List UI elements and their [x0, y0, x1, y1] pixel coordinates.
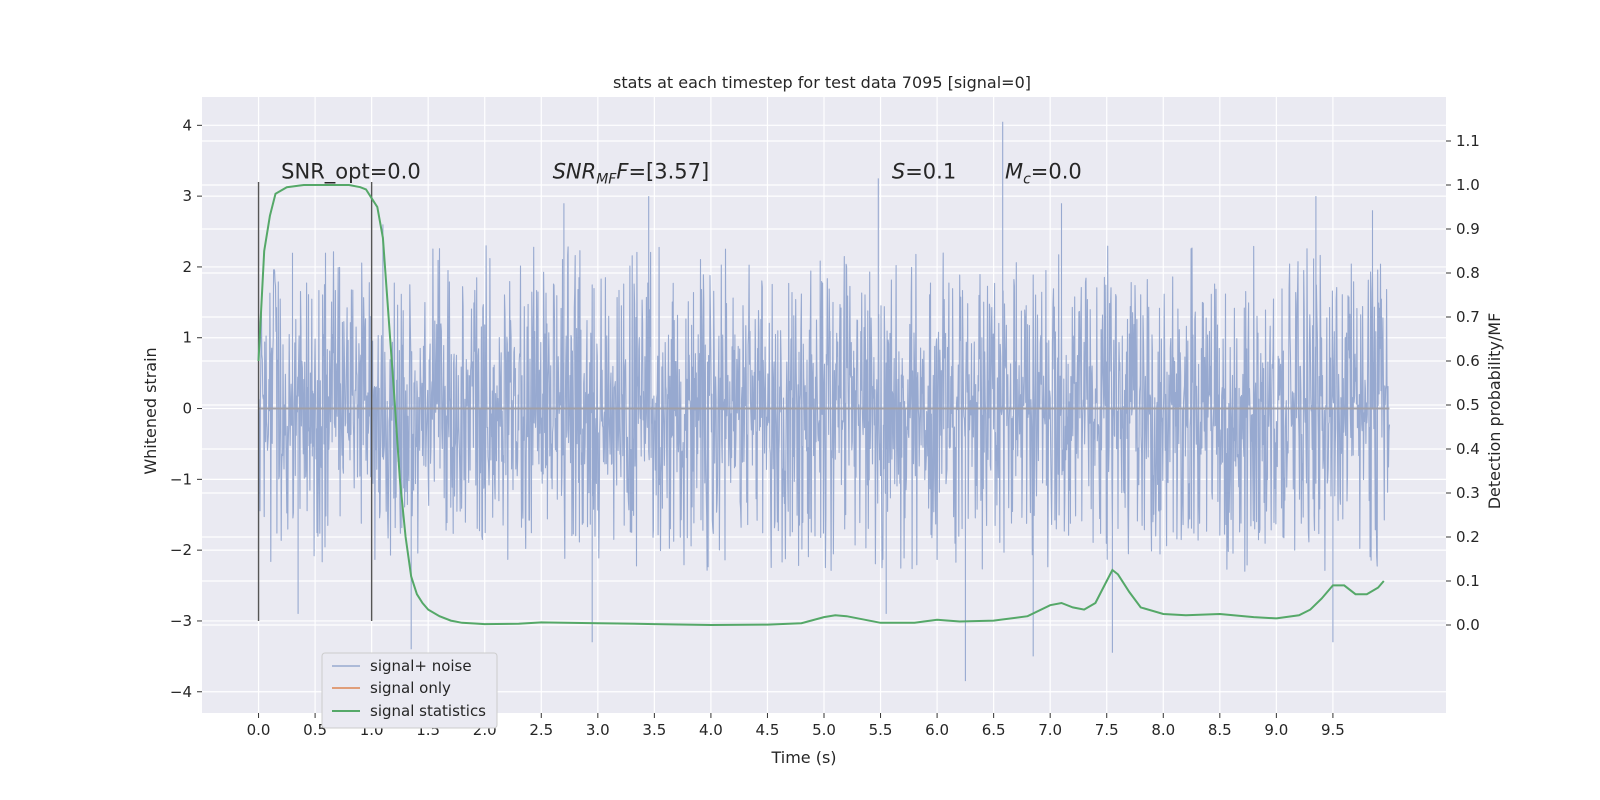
y-left-axis-label: Whitened strain — [141, 347, 160, 474]
y-right-tick-label: 0.8 — [1456, 264, 1480, 282]
x-tick-label: 5.0 — [812, 721, 836, 739]
x-tick-label: 9.5 — [1321, 721, 1345, 739]
x-tick-label: 0.5 — [303, 721, 327, 739]
x-tick-label: 9.0 — [1264, 721, 1288, 739]
y-left-tick-label: 2 — [182, 258, 192, 276]
annotation-text: SNR_opt=0.0 — [281, 159, 421, 184]
y-right-tick-label: 1.1 — [1456, 132, 1480, 150]
y-left-tick-label: 3 — [182, 187, 192, 205]
x-tick-label: 0.0 — [247, 721, 271, 739]
x-tick-label: 6.0 — [925, 721, 949, 739]
legend: signal+ noise signal only signal statist… — [321, 652, 498, 729]
annotation-text: SNRMFF=[3.57] — [553, 159, 710, 187]
x-tick-label: 8.0 — [1151, 721, 1175, 739]
legend-frame — [321, 652, 498, 729]
x-tick-label: 5.5 — [869, 721, 893, 739]
y-left-tick-label: 1 — [182, 329, 192, 347]
x-tick-label: 4.5 — [756, 721, 780, 739]
y-right-tick-label: 0.7 — [1456, 308, 1480, 326]
statistics-line — [257, 184, 1385, 627]
x-tick-label: 3.5 — [642, 721, 666, 739]
x-axis-ticks: 0.0 0.5 1.0 1.5 2.0 2.5 3.0 3.5 4.0 4.5 5.0 5.5 6.0 6… — [247, 713, 1345, 739]
statistics-series — [257, 184, 1385, 627]
y-right-tick-label: 0.5 — [1456, 396, 1480, 414]
y-right-axis-ticks: 1.1 1.0 0.9 0.8 0.7 0.6 0.5 0.4 0.3 0.2 0.1 0.0 — [1446, 132, 1480, 634]
y-left-tick-label: −2 — [170, 541, 192, 559]
y-right-tick-label: 0.4 — [1456, 440, 1480, 458]
y-left-tick-label: 4 — [182, 116, 192, 134]
y-right-tick-label: 0.0 — [1456, 616, 1480, 634]
annotation-text: S=0.1 — [892, 159, 956, 183]
noise-trace — [257, 121, 1391, 682]
legend-label-signal-noise: signal+ noise — [370, 657, 472, 675]
y-right-axis-label: Detection probability/MF — [1485, 313, 1504, 510]
x-tick-label: 4.0 — [699, 721, 723, 739]
chart-title: stats at each timestep for test data 709… — [613, 73, 1031, 92]
x-tick-label: 2.5 — [529, 721, 553, 739]
annotations: SNR_opt=0.0 SNRMFF=[3.57] S=0.1 Mc=0.0 — [281, 159, 1082, 187]
y-left-tick-label: −1 — [170, 470, 192, 488]
y-left-axis-ticks: 4 3 2 1 0 −1 −2 −3 −4 — [170, 116, 202, 701]
y-left-tick-label: −4 — [170, 683, 192, 701]
legend-label-signal-only: signal only — [370, 679, 451, 697]
y-left-tick-label: −3 — [170, 612, 192, 630]
y-right-tick-label: 0.2 — [1456, 528, 1480, 546]
annotation-text: Mc=0.0 — [1005, 159, 1082, 187]
vertical-markers — [257, 181, 373, 621]
y-right-tick-label: 1.0 — [1456, 176, 1480, 194]
x-tick-label: 7.0 — [1038, 721, 1062, 739]
x-tick-label: 8.5 — [1208, 721, 1232, 739]
noise-series — [257, 121, 1391, 682]
y-left-tick-label: 0 — [182, 400, 192, 418]
x-axis-label: Time (s) — [770, 748, 836, 767]
y-right-tick-label: 0.6 — [1456, 352, 1480, 370]
y-right-tick-label: 0.1 — [1456, 572, 1480, 590]
y-right-tick-label: 0.3 — [1456, 484, 1480, 502]
x-tick-label: 3.0 — [586, 721, 610, 739]
x-tick-label: 6.5 — [982, 721, 1006, 739]
x-tick-label: 7.5 — [1095, 721, 1119, 739]
legend-label-signal-statistics: signal statistics — [370, 702, 486, 720]
y-right-tick-label: 0.9 — [1456, 220, 1480, 238]
